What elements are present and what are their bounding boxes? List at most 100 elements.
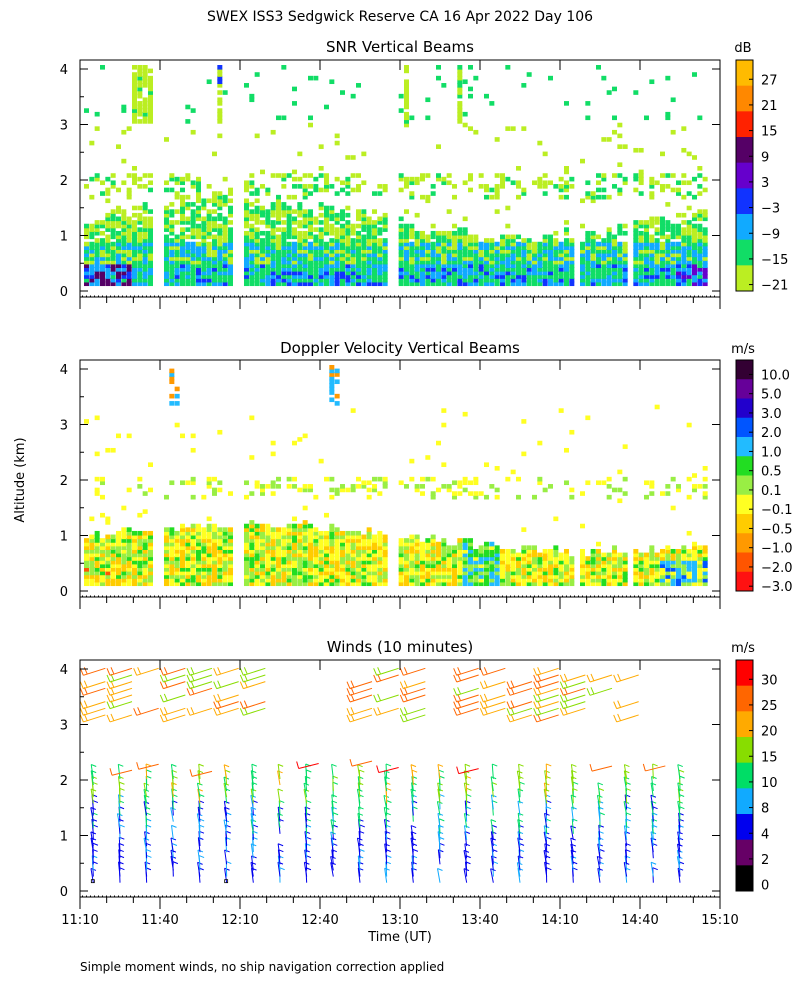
- snr-cell: [404, 238, 409, 243]
- snr-cell: [404, 230, 409, 236]
- snr-cell: [265, 216, 271, 222]
- doppler-cell: [169, 552, 175, 558]
- snr-cell: [489, 263, 495, 269]
- snr-cell: [110, 234, 116, 240]
- snr-cell: [548, 274, 553, 279]
- snr-cell: [366, 245, 372, 250]
- doppler-cell: [116, 563, 121, 569]
- doppler-cell: [601, 574, 607, 579]
- doppler-cell: [686, 552, 692, 558]
- snr-cell: [436, 245, 441, 250]
- snr-cell: [100, 191, 105, 196]
- snr-cell: [196, 209, 201, 214]
- doppler-cell: [340, 487, 345, 493]
- doppler-cell: [398, 480, 404, 486]
- snr-cell: [510, 241, 516, 247]
- wind-barb-flag: [159, 674, 164, 683]
- doppler-cell: [436, 559, 441, 565]
- wind-barb-flag: [384, 819, 390, 822]
- doppler-cell: [617, 581, 623, 587]
- snr-cell: [606, 256, 612, 261]
- snr-cell: [548, 245, 553, 250]
- snr-cell: [676, 245, 681, 250]
- doppler-cell: [121, 534, 127, 540]
- wind-barb: [197, 788, 201, 804]
- snr-cell: [270, 227, 276, 232]
- snr-cell: [649, 216, 655, 222]
- doppler-cell: [281, 577, 287, 583]
- doppler-cell: [409, 556, 415, 561]
- snr-cell: [404, 248, 409, 254]
- snr-cell: [697, 267, 703, 272]
- snr-cell: [361, 248, 367, 254]
- snr-cell: [126, 216, 132, 222]
- snr-cell: [313, 187, 319, 193]
- snr-cell: [334, 176, 340, 182]
- doppler-cell: [681, 574, 687, 579]
- snr-cell: [308, 220, 313, 225]
- snr-cell: [260, 241, 265, 247]
- snr-cell: [174, 238, 180, 243]
- snr-cell: [254, 209, 260, 214]
- colorbar-label: −9: [761, 227, 780, 242]
- snr-cell: [686, 223, 692, 229]
- doppler-cell: [532, 548, 537, 554]
- wind-barb-flag: [137, 707, 142, 715]
- doppler-cell: [484, 577, 489, 583]
- snr-cell: [281, 277, 287, 283]
- snr-cell: [596, 234, 601, 240]
- snr-cell: [276, 277, 281, 283]
- snr-cell: [148, 209, 153, 214]
- snr-cell: [212, 191, 217, 196]
- doppler-cell: [302, 530, 308, 536]
- doppler-cell: [670, 574, 676, 579]
- wind-barb-flag: [457, 687, 462, 695]
- snr-cell: [516, 263, 521, 269]
- snr-cell: [340, 234, 345, 240]
- doppler-cell: [137, 574, 143, 579]
- snr-cell: [585, 194, 591, 200]
- doppler-colorbar-unit: m/s: [731, 342, 755, 357]
- snr-cell: [654, 259, 660, 265]
- doppler-cell: [302, 527, 308, 532]
- snr-cell: [121, 281, 127, 287]
- doppler-cell: [622, 444, 628, 449]
- snr-cell: [270, 263, 276, 269]
- snr-cell: [420, 281, 425, 287]
- snr-cell: [201, 270, 207, 276]
- doppler-cell: [228, 530, 233, 536]
- wind-barb: [351, 760, 373, 767]
- snr-cell: [350, 223, 356, 229]
- doppler-cell: [201, 559, 207, 565]
- snr-cell: [89, 252, 95, 258]
- snr-cell: [676, 281, 681, 287]
- snr-cell: [105, 267, 111, 272]
- wind-barb: [298, 763, 319, 770]
- doppler-cell: [297, 534, 303, 540]
- snr-cell: [121, 158, 127, 164]
- doppler-cell: [350, 484, 356, 489]
- snr-cell: [537, 245, 543, 250]
- doppler-cell: [665, 491, 671, 496]
- doppler-cell: [265, 548, 271, 554]
- snr-cell: [169, 270, 175, 276]
- snr-cell: [505, 256, 511, 261]
- snr-cell: [174, 270, 180, 276]
- doppler-cell: [206, 570, 212, 576]
- doppler-cell: [564, 574, 569, 579]
- snr-cell: [510, 267, 516, 272]
- doppler-cell: [270, 541, 276, 547]
- snr-cell: [318, 245, 324, 250]
- snr-cell: [638, 173, 644, 178]
- snr-cell: [468, 248, 473, 254]
- wind-barb: [410, 825, 414, 841]
- snr-cell: [676, 180, 681, 186]
- snr-cell: [164, 209, 169, 214]
- snr-cell: [462, 245, 468, 250]
- snr-cell: [100, 220, 105, 225]
- doppler-cell: [308, 527, 313, 532]
- doppler-cell: [409, 574, 415, 579]
- snr-cell: [697, 216, 703, 222]
- doppler-cell: [244, 563, 249, 569]
- snr-cell: [702, 216, 708, 222]
